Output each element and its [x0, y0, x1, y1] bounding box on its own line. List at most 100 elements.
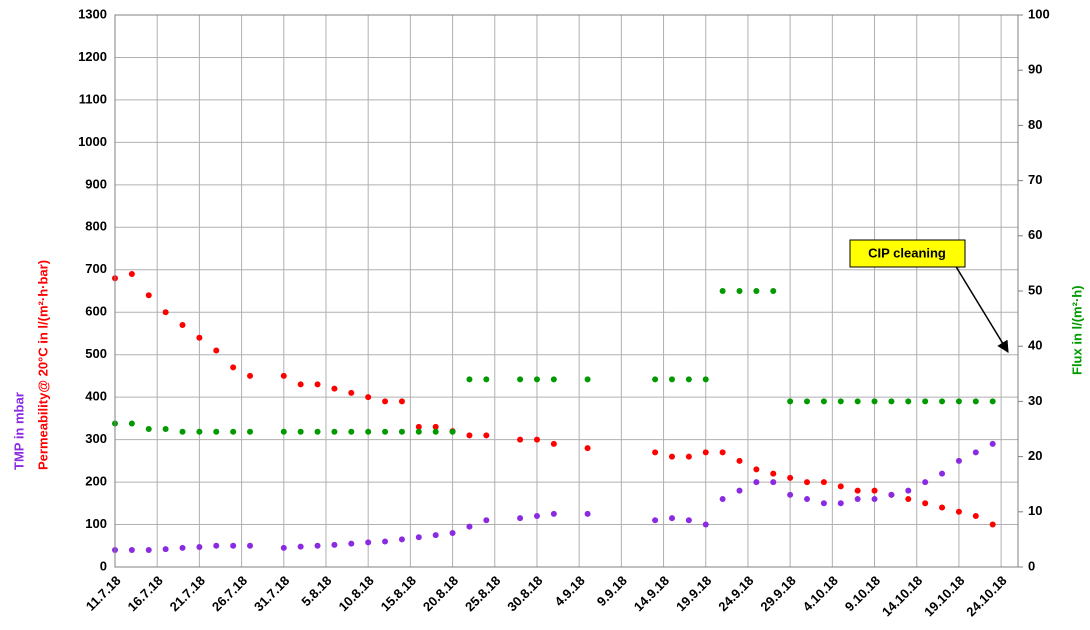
point	[550, 510, 557, 517]
x-tick-label: 14.10.18	[879, 573, 925, 619]
point	[230, 542, 237, 549]
point	[753, 466, 760, 473]
point	[584, 445, 591, 452]
plot-frame	[114, 14, 1019, 568]
point	[770, 288, 777, 294]
point	[415, 423, 422, 430]
point	[804, 479, 811, 486]
y-tick-label: 1000	[78, 134, 107, 149]
point	[314, 542, 321, 549]
point	[517, 515, 524, 522]
point	[905, 398, 912, 405]
point	[804, 496, 811, 503]
point	[955, 457, 962, 464]
point	[382, 538, 389, 545]
x-tick-label: 14.9.18	[631, 573, 672, 614]
y2-tick-label: 60	[1028, 227, 1042, 242]
point	[972, 449, 979, 456]
point	[702, 449, 709, 456]
point	[820, 479, 827, 486]
point	[398, 536, 405, 543]
x-tick-label: 9.10.18	[842, 573, 883, 614]
point	[972, 398, 979, 405]
point	[702, 376, 709, 383]
y-tick-label: 1100	[79, 91, 107, 106]
point	[871, 398, 878, 405]
point	[753, 479, 760, 486]
point	[213, 542, 220, 549]
point	[162, 426, 169, 432]
point	[550, 376, 557, 383]
x-tick-label: 19.9.18	[673, 573, 714, 614]
point	[905, 496, 912, 503]
point	[314, 381, 321, 388]
y-tick-label: 100	[85, 516, 107, 531]
point	[365, 539, 372, 546]
y-tick-label: 200	[85, 474, 107, 489]
x-tick-label: 20.8.18	[420, 573, 461, 614]
x-tick-label: 25.8.18	[462, 573, 503, 614]
point	[533, 376, 540, 383]
point	[770, 479, 777, 486]
point	[652, 376, 659, 383]
point	[584, 510, 591, 517]
point	[196, 544, 203, 551]
point	[668, 376, 675, 383]
point	[736, 457, 743, 464]
x-tick-label: 26.7.18	[209, 573, 250, 614]
point	[736, 288, 743, 294]
point	[820, 398, 827, 405]
point	[280, 428, 287, 435]
x-tick-label: 11.7.18	[83, 573, 124, 614]
point	[652, 517, 659, 524]
x-tick-label: 4.10.18	[800, 573, 841, 614]
point	[584, 376, 591, 383]
point	[247, 542, 254, 549]
point	[736, 487, 743, 494]
y2-tick-label: 30	[1028, 393, 1042, 408]
point	[382, 428, 389, 435]
y-tick-label: 600	[85, 304, 107, 319]
point	[685, 517, 692, 524]
point	[348, 428, 355, 435]
point	[128, 271, 135, 278]
point	[415, 534, 422, 541]
point	[348, 389, 355, 396]
point	[854, 398, 861, 405]
point	[365, 428, 372, 435]
point	[989, 440, 996, 447]
x-tick-label: 21.7.18	[167, 573, 208, 614]
point	[432, 423, 439, 430]
point	[432, 532, 439, 539]
point	[280, 372, 287, 379]
point	[128, 420, 135, 427]
annotation-arrow	[954, 264, 1009, 354]
point	[685, 376, 692, 383]
point	[230, 428, 237, 435]
point	[685, 453, 692, 460]
point	[297, 428, 304, 435]
y2-tick-label: 50	[1028, 282, 1042, 297]
x-tick-label: 24.9.18	[715, 573, 756, 614]
point	[787, 474, 794, 481]
point	[449, 530, 456, 537]
point	[196, 334, 203, 341]
y-tick-label: 1300	[78, 6, 107, 21]
y2-tick-label: 90	[1028, 62, 1042, 77]
point	[905, 487, 912, 494]
point	[162, 309, 169, 316]
point	[939, 504, 946, 511]
point	[955, 398, 962, 405]
y-tick-label: 300	[85, 431, 107, 446]
point	[668, 453, 675, 460]
point	[753, 288, 760, 294]
y-tick-label: 500	[85, 346, 107, 361]
point	[804, 398, 811, 405]
y2-tick-label: 20	[1028, 448, 1042, 463]
y-tick-label: 1200	[78, 49, 107, 64]
point	[382, 398, 389, 405]
x-tick-label: 30.8.18	[504, 573, 545, 614]
point	[179, 544, 186, 551]
point	[398, 428, 405, 435]
point	[145, 426, 152, 432]
